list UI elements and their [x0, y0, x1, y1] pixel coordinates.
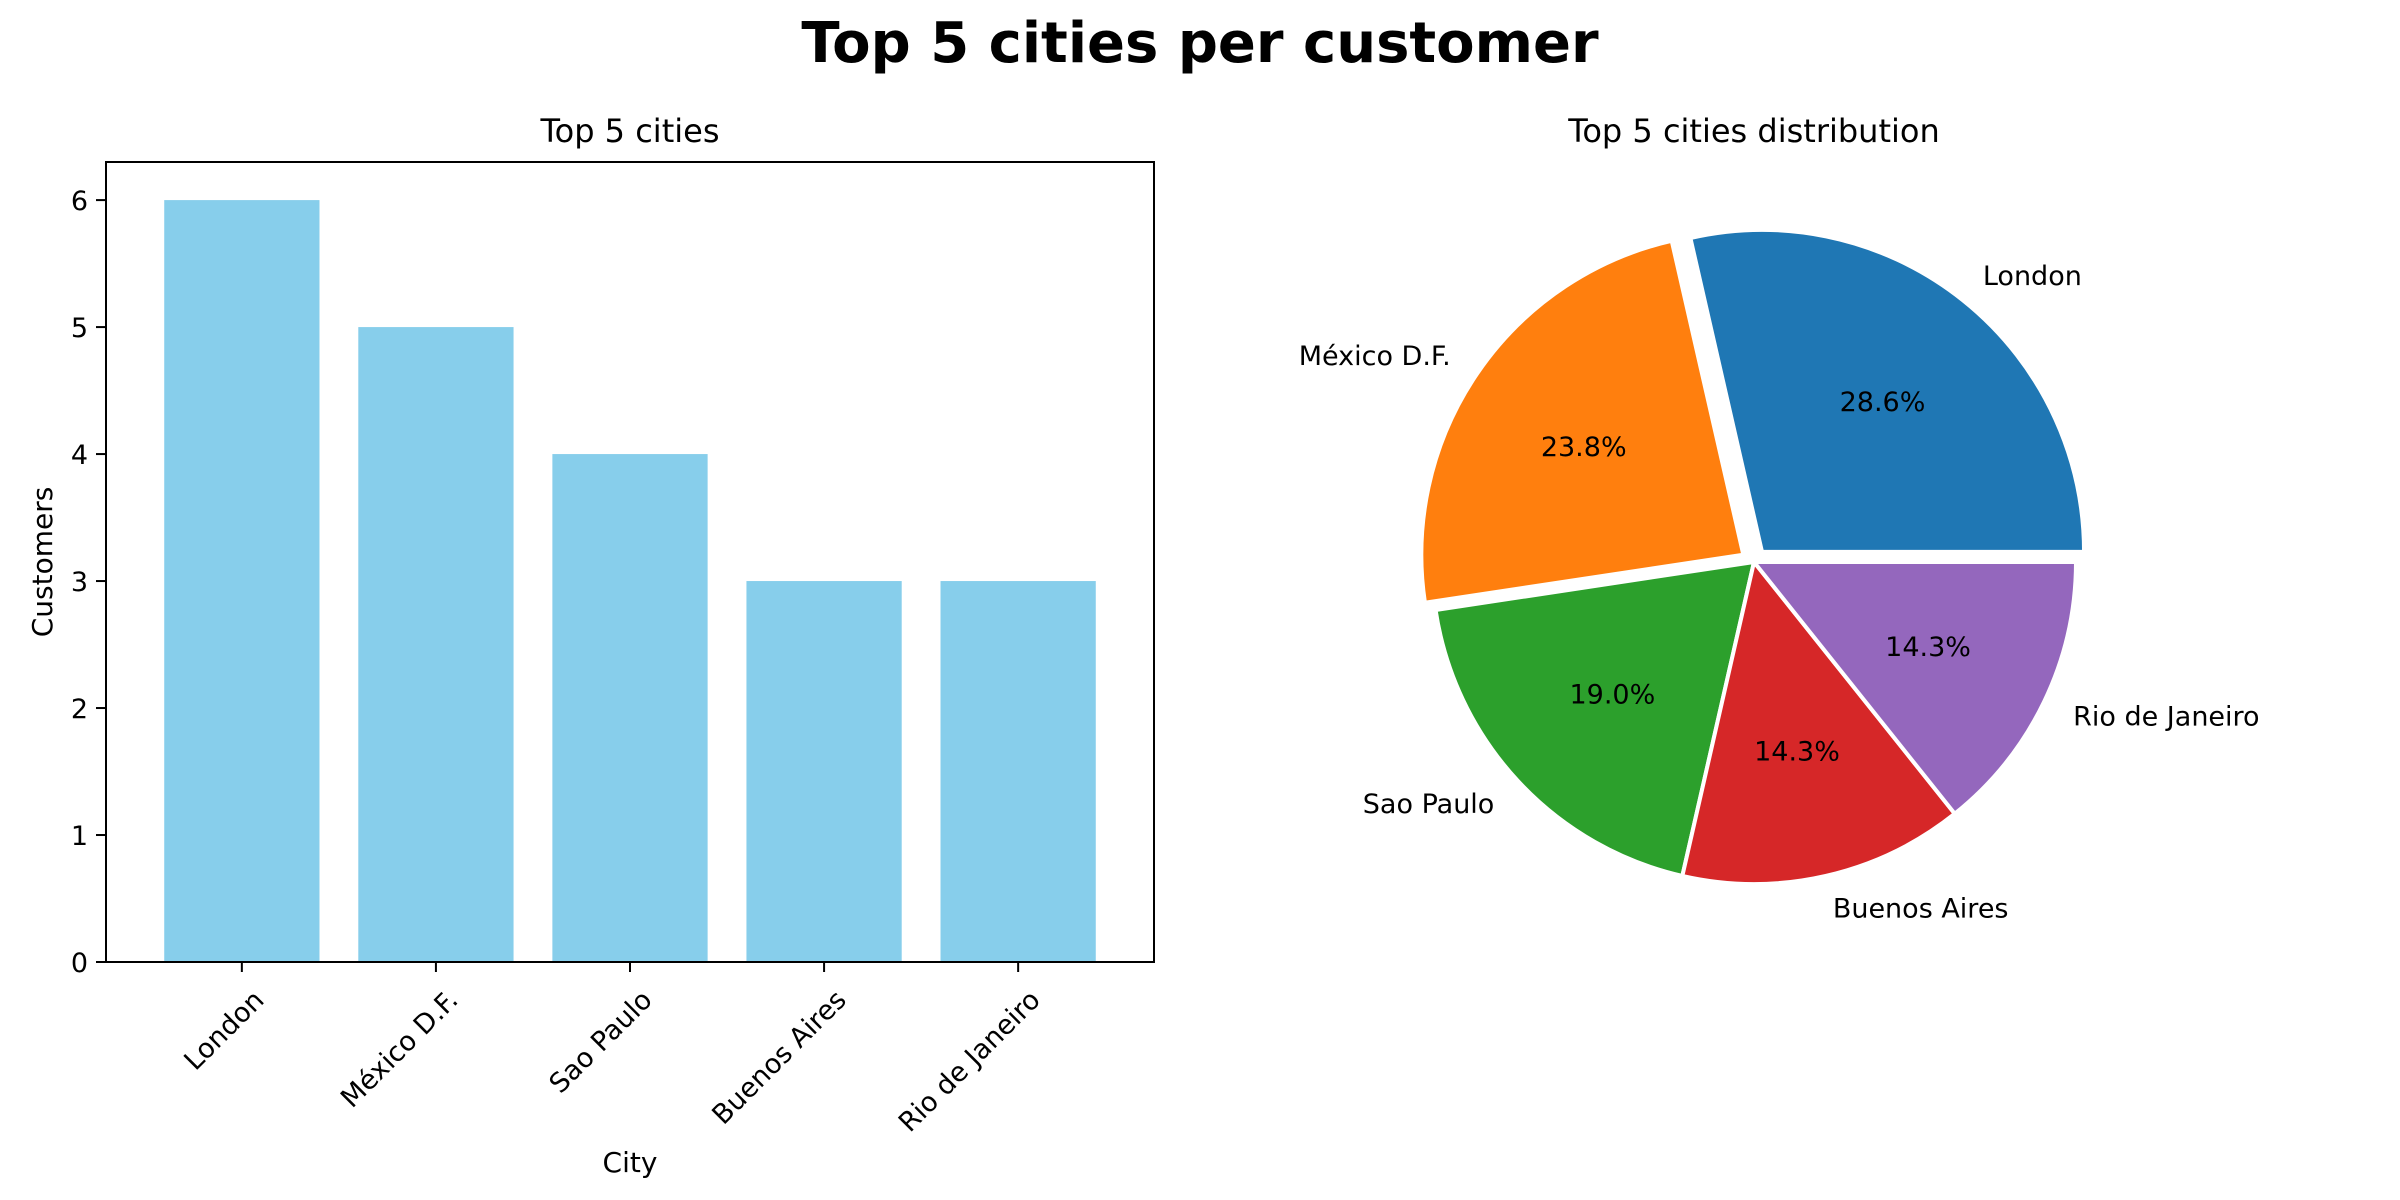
bar-rio-de-janeiro	[940, 581, 1096, 962]
x-tick-label: Buenos Aires	[706, 985, 852, 1131]
figure-title: Top 5 cities per customer	[801, 11, 1599, 76]
pie-marks: 28.6% London 23.8% México D.F. 19.0% Sao Paul…	[1299, 227, 2260, 924]
y-tick-label: 0	[71, 948, 88, 979]
pie-category-label: Sao Paulo	[1363, 789, 1495, 820]
y-tick-label: 2	[71, 694, 88, 725]
bar-y-axis-label: Customers	[26, 487, 59, 638]
y-tick-label: 1	[71, 821, 88, 852]
pie-percent-label: 14.3%	[1885, 632, 1971, 663]
y-tick-label: 4	[71, 440, 88, 471]
pie-slice-sao-paulo	[1433, 559, 1757, 879]
bar-marks	[164, 200, 1096, 963]
bar-chart: Top 5 cities 0 1 2 3 4 5 6 London México D.F. Sa…	[26, 112, 1155, 1179]
pie-percent-label: 19.0%	[1569, 679, 1655, 710]
y-tick-label: 5	[71, 313, 88, 344]
bar-x-axis-label: City	[603, 1146, 658, 1179]
bar-buenos-aires	[746, 581, 902, 962]
pie-category-label: Buenos Aires	[1833, 893, 2009, 924]
x-tick-label: México D.F.	[335, 985, 464, 1114]
bar-x-axis: London México D.F. Sao Paulo Buenos Aires Ri…	[178, 962, 1047, 1139]
pie-slice-mexico-d-f	[1419, 238, 1746, 606]
pie-percent-label: 14.3%	[1754, 736, 1840, 767]
pie-category-label: London	[1983, 261, 2082, 292]
pie-percent-label: 23.8%	[1541, 432, 1627, 463]
pie-slice-buenos-aires	[1679, 557, 1958, 886]
bar-london	[164, 200, 320, 963]
x-tick-label: Rio de Janeiro	[893, 985, 1047, 1139]
bar-mexico-d-f	[358, 327, 514, 963]
pie-category-label: México D.F.	[1299, 341, 1451, 372]
y-tick-label: 3	[71, 567, 88, 598]
pie-chart: Top 5 cities distribution 28.6% London 23.…	[1299, 112, 2260, 924]
x-tick-label: London	[178, 985, 270, 1077]
bar-y-axis: 0 1 2 3 4 5 6	[71, 186, 106, 979]
bar-chart-title: Top 5 cities	[540, 112, 720, 150]
y-tick-label: 6	[71, 186, 88, 217]
bar-sao-paulo	[552, 454, 708, 962]
pie-category-label: Rio de Janeiro	[2073, 702, 2259, 733]
pie-slice-london	[1687, 227, 2087, 554]
pie-percent-label: 28.6%	[1840, 387, 1926, 418]
x-tick-label: Sao Paulo	[544, 985, 659, 1100]
pie-chart-title: Top 5 cities distribution	[1567, 112, 1940, 150]
pie-slice-rio-de-janeiro	[1749, 560, 2079, 817]
